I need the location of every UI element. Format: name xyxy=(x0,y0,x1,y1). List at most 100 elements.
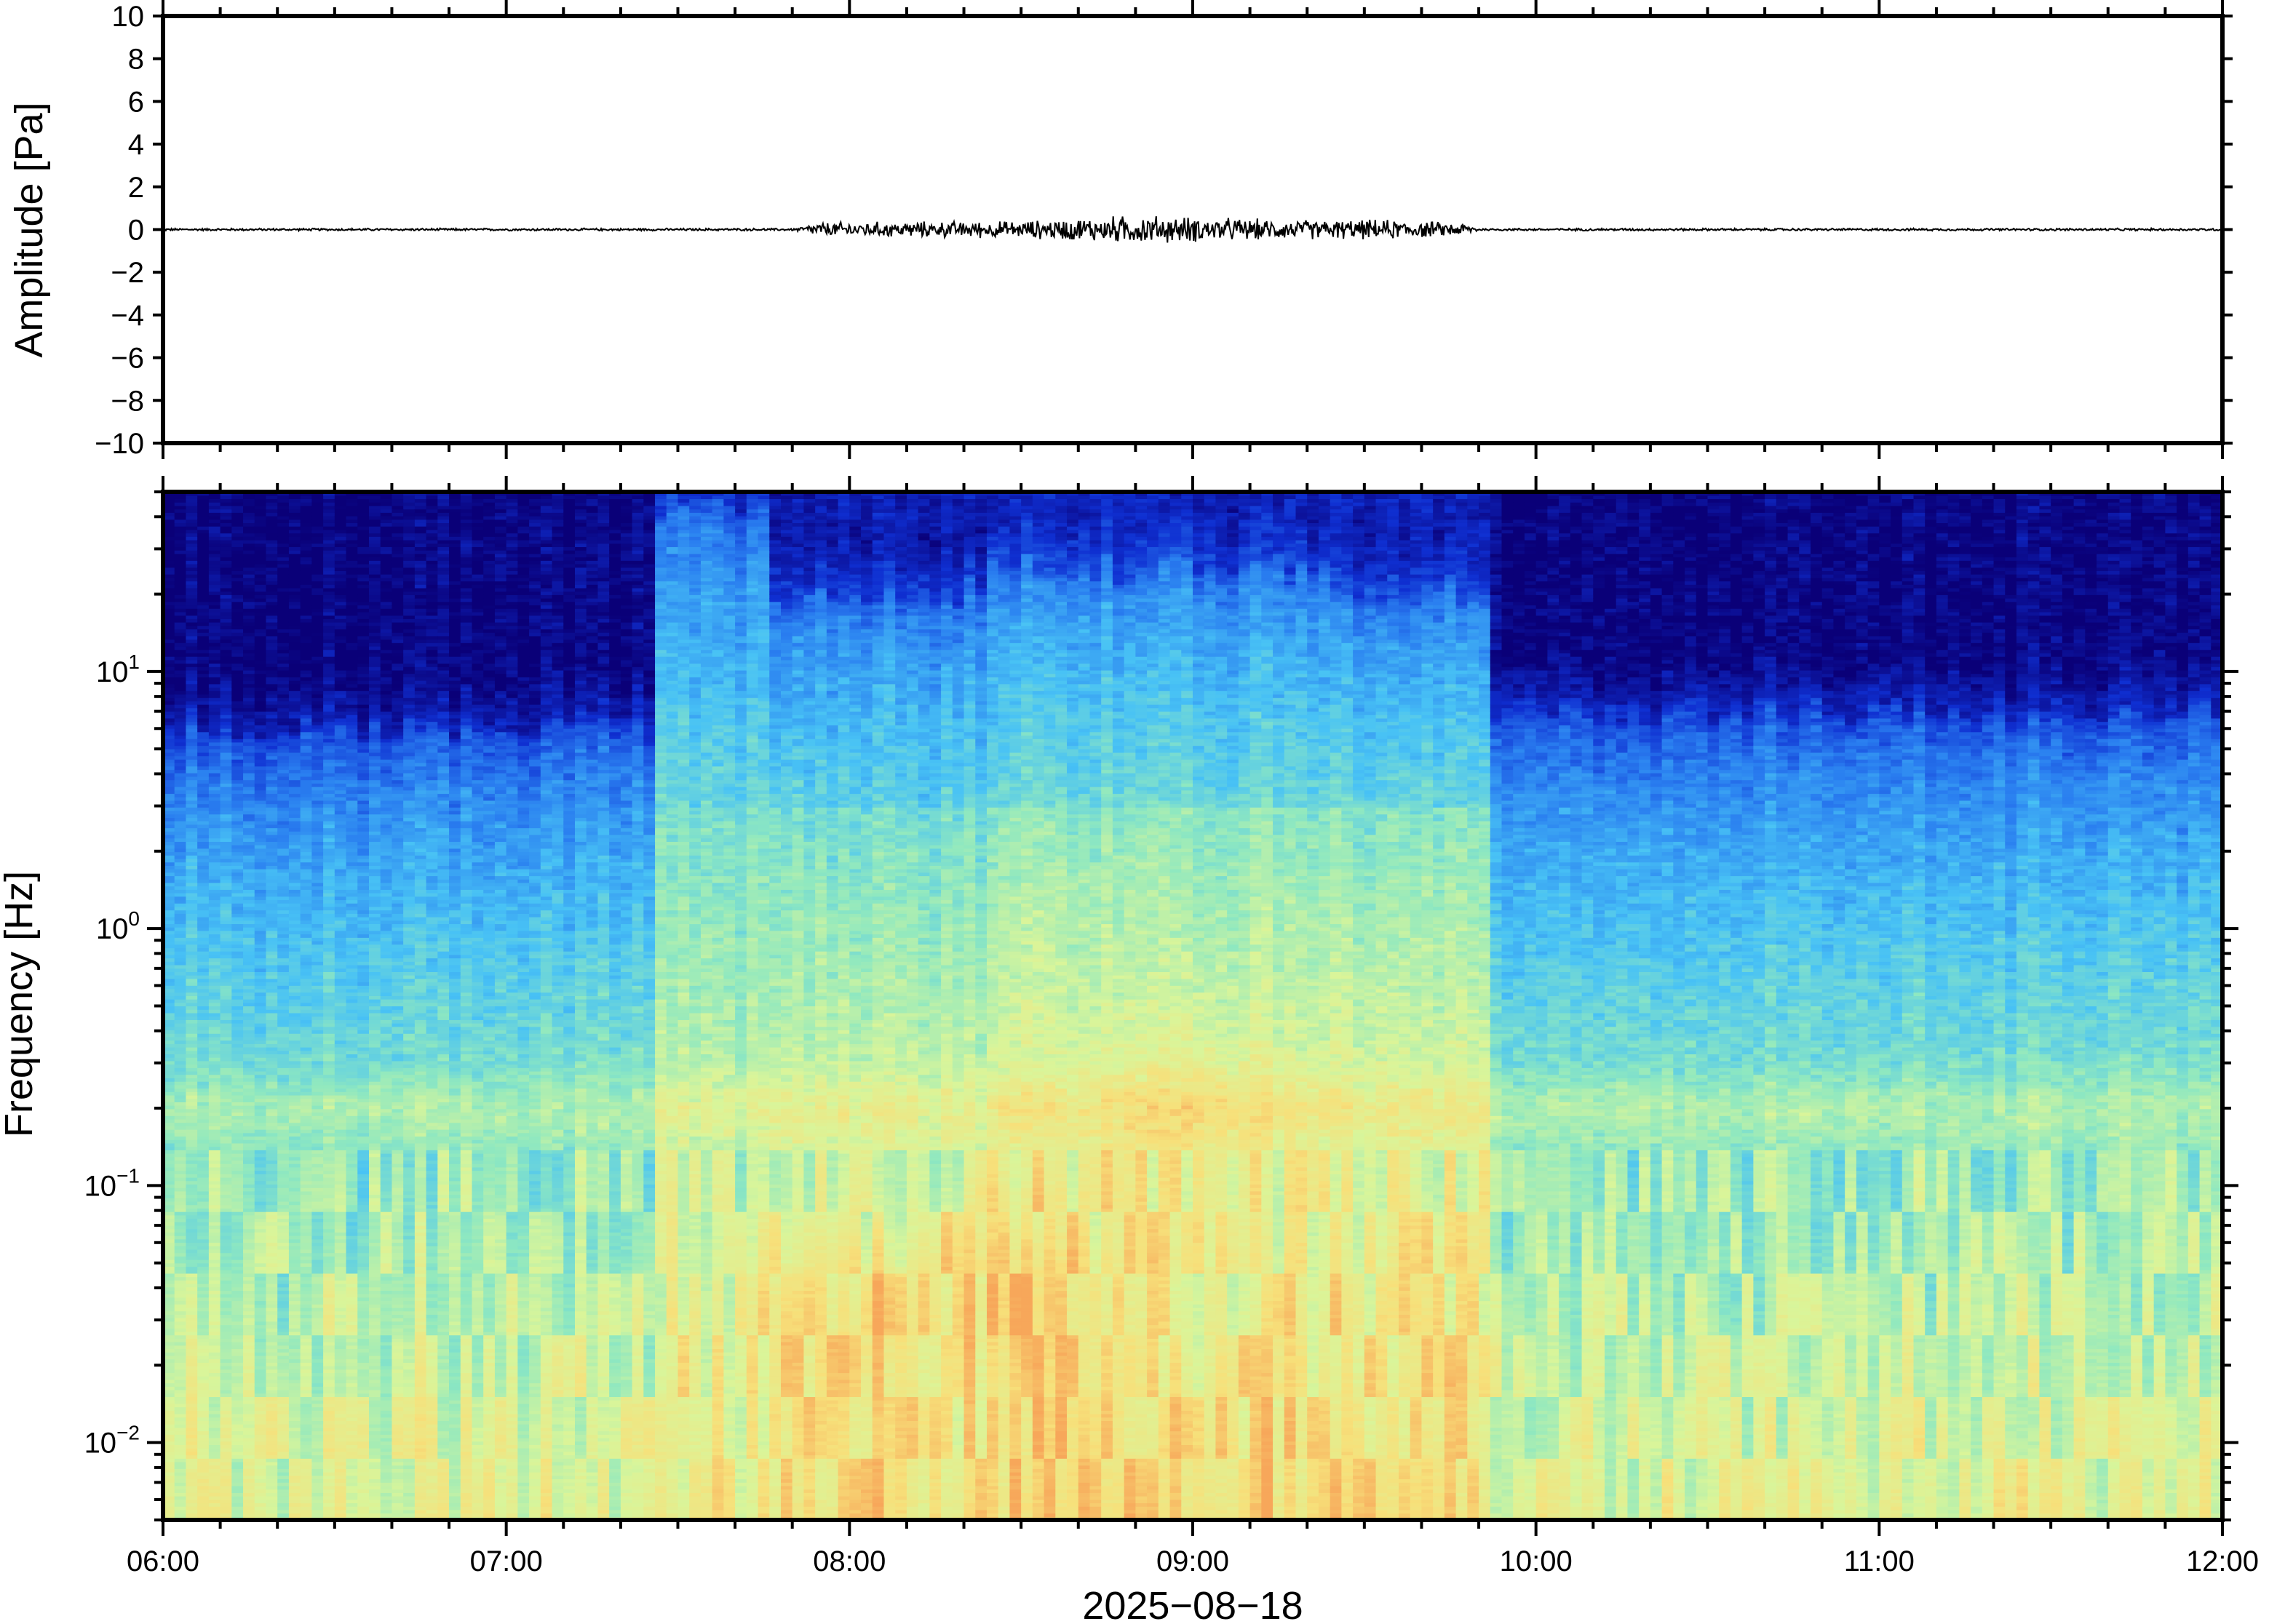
spectrogram-cell xyxy=(334,1366,347,1370)
spectrogram-cell xyxy=(186,988,198,993)
spectrogram-cell xyxy=(186,1081,198,1086)
spectrogram-cell xyxy=(186,1249,198,1254)
spectrogram-cell xyxy=(231,1290,244,1294)
spectrogram-cell xyxy=(323,1266,335,1270)
spectrogram-cell xyxy=(243,1232,255,1236)
spectrogram-cell xyxy=(277,656,290,661)
spectrogram-cell xyxy=(323,821,335,825)
spectrogram-cell xyxy=(243,1036,255,1041)
spectrogram-cell xyxy=(186,721,198,725)
spectrogram-cell xyxy=(288,1136,301,1140)
spectrogram-cell xyxy=(243,642,255,647)
spectrogram-cell xyxy=(288,687,301,691)
spectrogram-cell xyxy=(300,893,312,897)
spectrogram-cell xyxy=(174,745,187,749)
spectrogram-cell xyxy=(288,1026,301,1031)
spectrogram-cell xyxy=(266,858,278,863)
spectrogram-cell xyxy=(254,755,267,760)
spectrogram-cell xyxy=(288,1019,301,1024)
spectrogram-cell xyxy=(197,813,210,819)
spectrogram-cell xyxy=(186,1434,198,1438)
spectrogram-cell xyxy=(174,906,187,911)
spectrogram-cell xyxy=(243,1228,255,1233)
spectrogram-cell xyxy=(311,893,324,897)
spectrogram-cell xyxy=(311,1091,324,1096)
spectrogram-cell xyxy=(208,837,221,843)
spectrogram-cell xyxy=(323,745,335,749)
spectrogram-cell xyxy=(288,1081,301,1086)
spectrogram-cell xyxy=(208,831,221,835)
spectrogram-cell xyxy=(220,557,232,561)
spectrogram-cell xyxy=(311,1070,324,1075)
spectrogram-cell xyxy=(300,1468,312,1473)
spectrogram-cell xyxy=(277,947,290,952)
spectrogram-cell xyxy=(277,858,290,863)
spectrogram-cell xyxy=(243,1273,255,1278)
spectrogram-cell xyxy=(174,1057,187,1062)
spectrogram-cell xyxy=(174,1413,187,1418)
spectrogram-cell xyxy=(277,1366,290,1370)
spectrogram-cell xyxy=(197,1023,210,1027)
spectrogram-cell xyxy=(220,1362,232,1366)
spectrogram-cell xyxy=(277,591,290,595)
spectrogram-cell xyxy=(163,1331,175,1336)
spectrogram-cell xyxy=(174,690,187,695)
spectrogram-cell xyxy=(231,889,244,893)
spectrogram-cell xyxy=(208,704,221,709)
spectrogram-cell xyxy=(197,909,210,914)
spectrogram-cell xyxy=(266,1170,278,1174)
spectrogram-cell xyxy=(311,1410,324,1414)
spectrogram-cell xyxy=(254,1461,267,1466)
spectrogram-cell xyxy=(300,1256,312,1260)
spectrogram-cell xyxy=(174,601,187,606)
spectrogram-cell xyxy=(323,502,335,506)
spectrogram-cell xyxy=(174,1002,187,1007)
spectrogram-cell xyxy=(300,1420,312,1425)
spectrogram-cell xyxy=(243,1208,255,1212)
spectrogram-cell xyxy=(243,1342,255,1346)
spectrogram-cell xyxy=(346,1328,358,1332)
spectrogram-cell xyxy=(163,687,175,691)
spectrogram-cell xyxy=(323,509,335,513)
spectrogram-cell xyxy=(163,1390,175,1394)
spectrogram-cell xyxy=(186,899,198,904)
spectrogram-cell xyxy=(208,598,221,602)
spectrogram-cell xyxy=(323,598,335,602)
spectrogram-cell xyxy=(266,1235,278,1240)
spectrogram-cell xyxy=(163,625,175,629)
spectrogram-cell xyxy=(243,1067,255,1072)
spectrogram-cell xyxy=(197,1334,210,1339)
spectrogram-cell xyxy=(197,985,210,990)
spectrogram-cell xyxy=(243,577,255,582)
spectrogram-cell xyxy=(254,1386,267,1390)
spectrogram-cell xyxy=(266,1513,278,1517)
spectrogram-cell xyxy=(266,1424,278,1428)
spectrogram-cell xyxy=(288,944,301,949)
spectrogram-cell xyxy=(197,1112,210,1116)
spectrogram-cell xyxy=(300,601,312,606)
spectrogram-cell xyxy=(186,1012,198,1017)
spectrogram-cell xyxy=(288,1163,301,1168)
spectrogram-cell xyxy=(220,975,232,979)
spectrogram-cell xyxy=(254,498,267,503)
spectrogram-cell xyxy=(220,1482,232,1486)
spectrogram-cell xyxy=(300,773,312,777)
spectrogram-cell xyxy=(334,869,347,873)
spectrogram-cell xyxy=(288,717,301,723)
spectrogram-cell xyxy=(300,649,312,653)
spectrogram-cell xyxy=(300,591,312,595)
spectrogram-cell xyxy=(288,1057,301,1062)
spectrogram-cell xyxy=(334,621,347,626)
spectrogram-cell xyxy=(163,1177,175,1182)
spectrogram-cell xyxy=(186,958,198,962)
spectrogram-cell xyxy=(243,837,255,843)
spectrogram-cell xyxy=(163,1496,175,1500)
spectrogram-cell xyxy=(277,1218,290,1222)
spectrogram-cell xyxy=(323,715,335,719)
spectrogram-cell xyxy=(311,800,324,805)
spectrogram-cell xyxy=(186,1310,198,1315)
spectrogram-cell xyxy=(243,574,255,578)
spectrogram-cell xyxy=(243,1328,255,1332)
spectrogram-cell xyxy=(323,787,335,791)
